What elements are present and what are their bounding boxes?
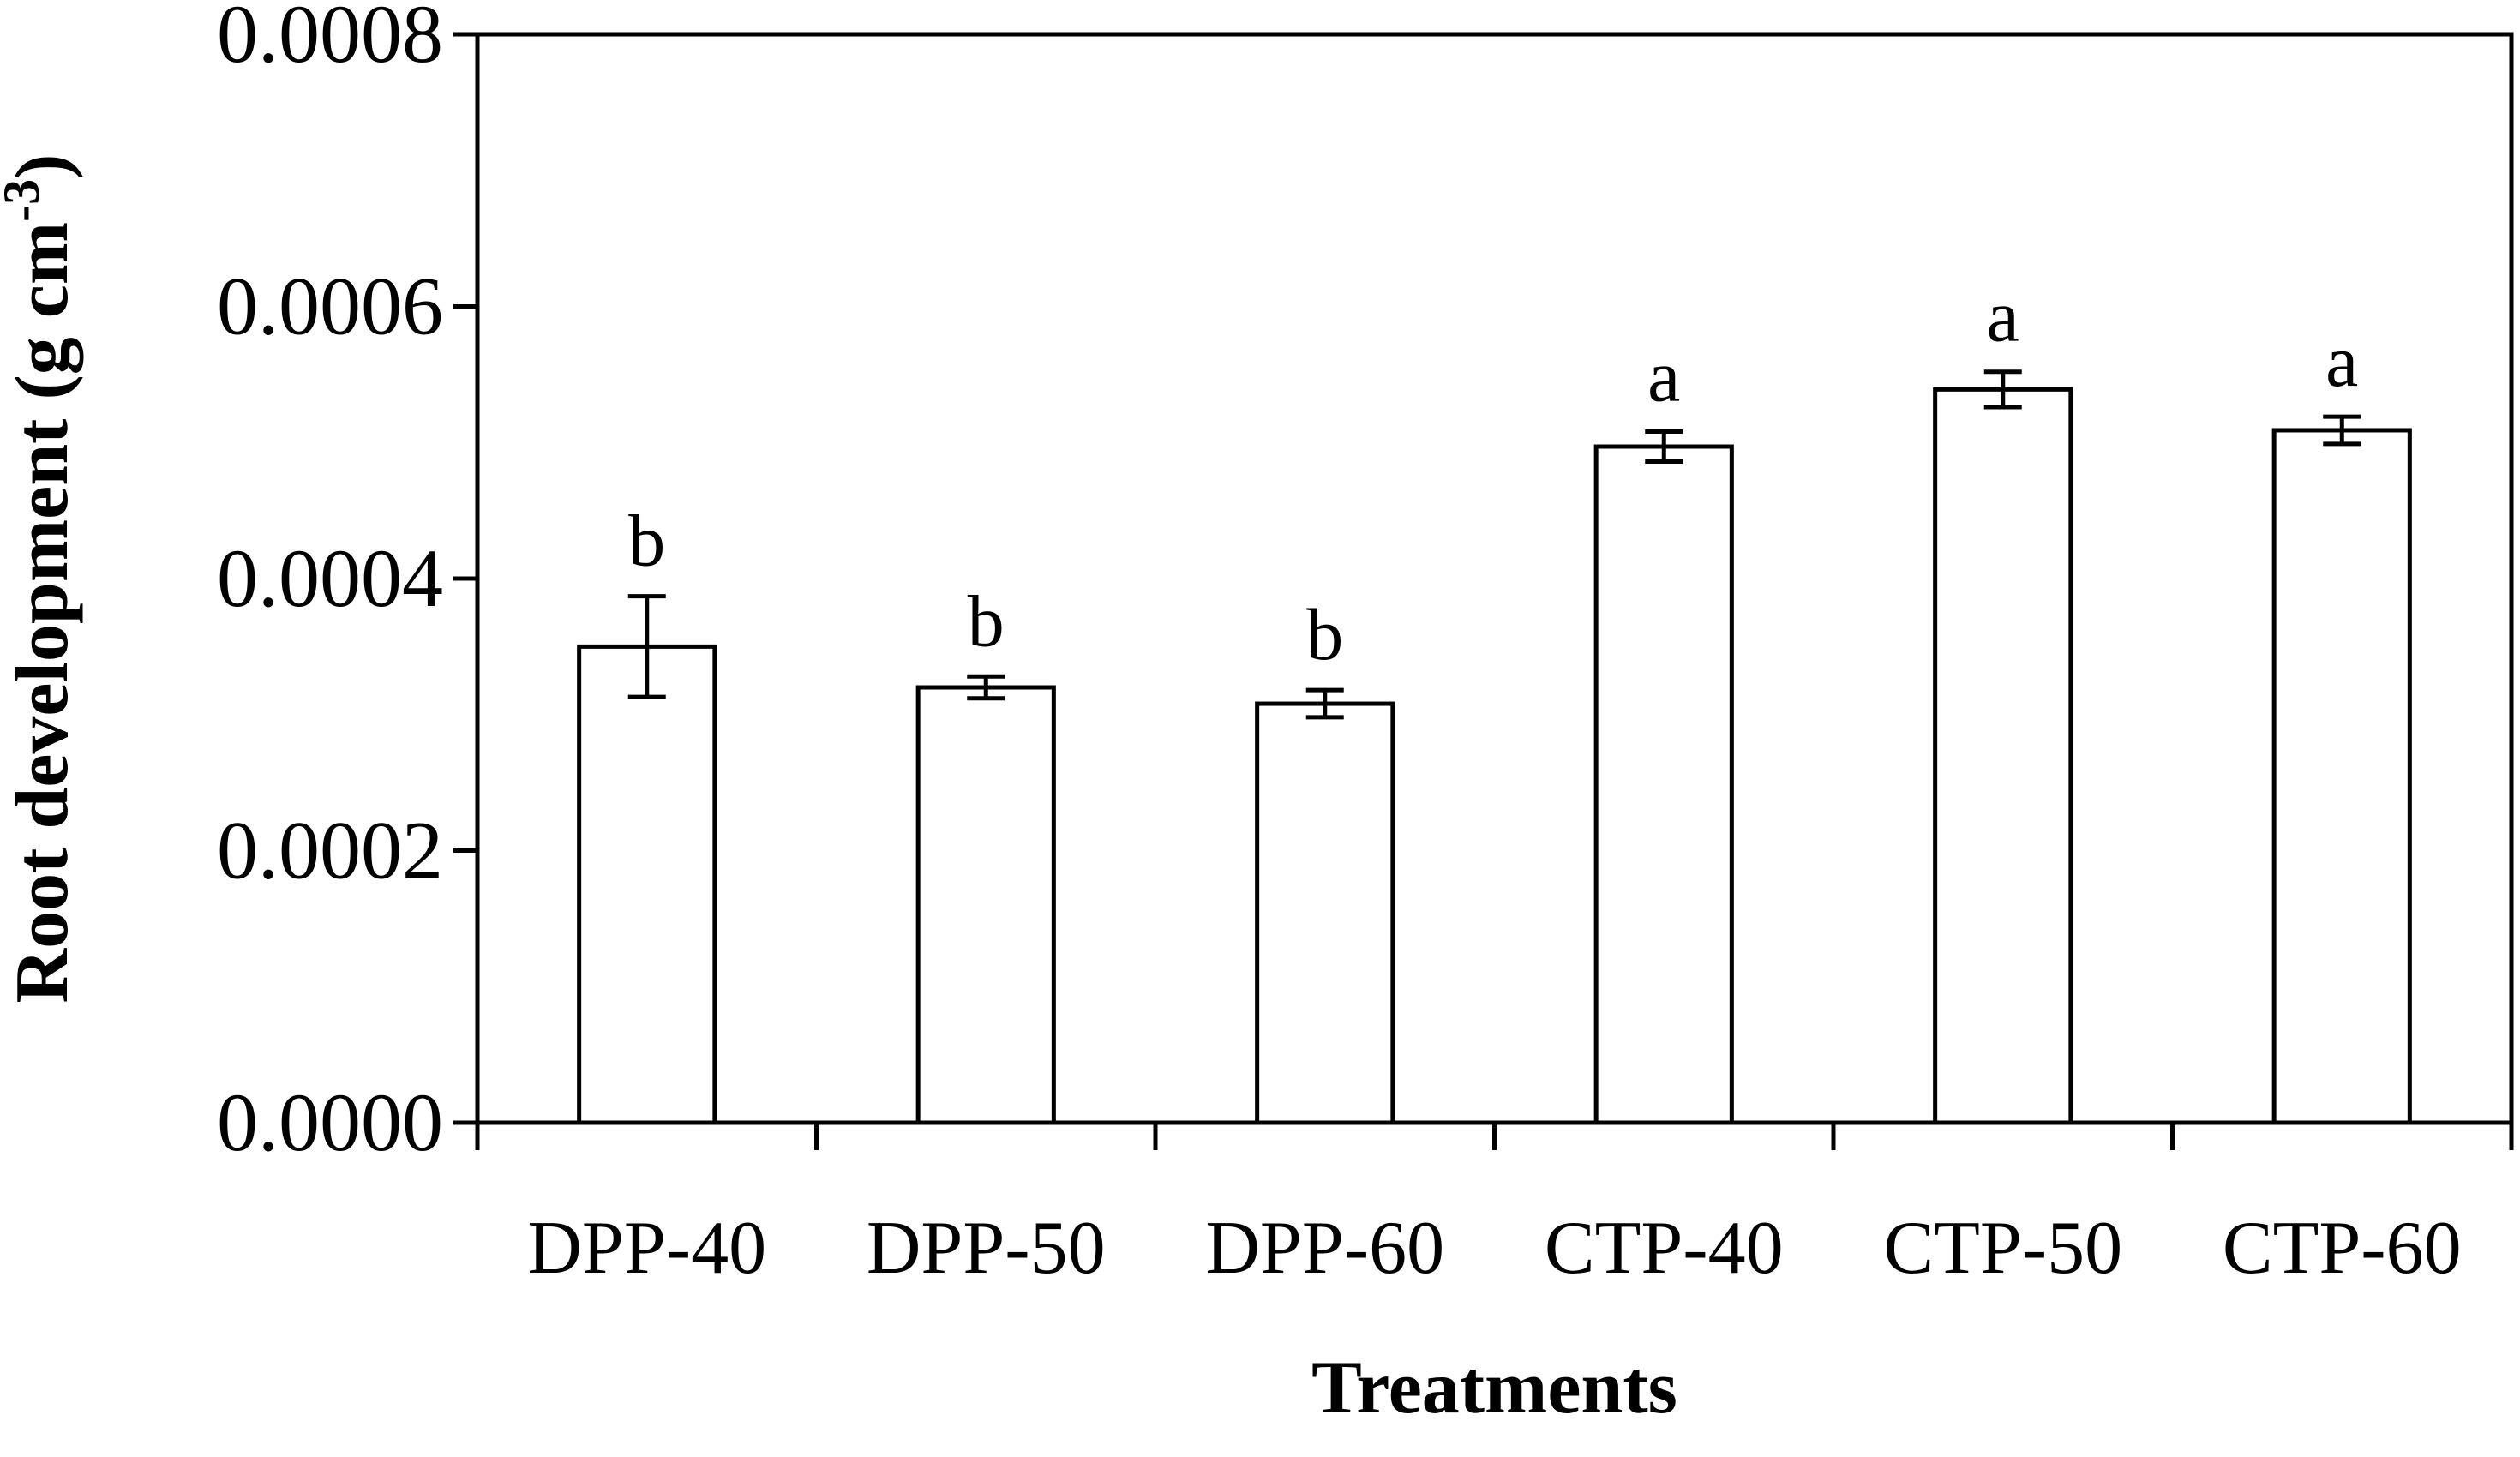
- error-bars: [627, 369, 2361, 720]
- y-tick-label: 0.0004: [217, 532, 443, 624]
- x-category-label: CTP-40: [1545, 1207, 1784, 1290]
- x-category-label: CTP-50: [1883, 1207, 2122, 1290]
- y-axis-title: Root development (g cm-3): [0, 154, 84, 1004]
- plot-area-frame: [475, 32, 2514, 1125]
- bar-ctp-50: [1933, 387, 2073, 1125]
- bar-dpp-60: [1255, 701, 1395, 1125]
- bars: [577, 387, 2412, 1125]
- y-tick-label: 0.0000: [217, 1076, 443, 1168]
- x-axis-ticks: [475, 1123, 2514, 1150]
- y-axis-title-close: ): [1, 154, 84, 179]
- bar-dpp-40: [577, 644, 717, 1125]
- y-axis-ticks: 0.0000 0.0002 0.0004 0.0006 0.0008: [217, 0, 477, 1168]
- bar-ctp-40: [1593, 444, 1734, 1125]
- significance-letter: a: [1647, 335, 1680, 417]
- y-axis-title-superscript: -3: [0, 179, 50, 222]
- x-axis-title: Treatments: [1311, 1346, 1677, 1430]
- significance-letter: a: [1987, 275, 2019, 357]
- y-axis-title-main: Root development (g cm: [1, 222, 84, 1004]
- significance-letter: b: [1306, 593, 1343, 675]
- significance-letters: b b b a a a: [628, 275, 2358, 675]
- y-tick-label: 0.0006: [217, 261, 443, 352]
- bar-dpp-50: [915, 685, 1056, 1125]
- category-labels: DPP-40 DPP-50 DPP-60 CTP-40 CTP-50 CTP-60: [527, 1207, 2461, 1290]
- y-tick-label: 0.0002: [217, 805, 443, 896]
- significance-letter: b: [628, 500, 665, 582]
- y-tick-label: 0.0008: [217, 0, 443, 80]
- x-category-label: DPP-40: [527, 1207, 766, 1290]
- x-category-label: DPP-60: [1205, 1207, 1444, 1290]
- significance-letter: b: [968, 579, 1005, 662]
- x-category-label: CTP-60: [2223, 1207, 2462, 1290]
- bar-ctp-60: [2271, 428, 2412, 1125]
- x-category-label: DPP-50: [867, 1207, 1106, 1290]
- significance-letter: a: [2325, 320, 2358, 402]
